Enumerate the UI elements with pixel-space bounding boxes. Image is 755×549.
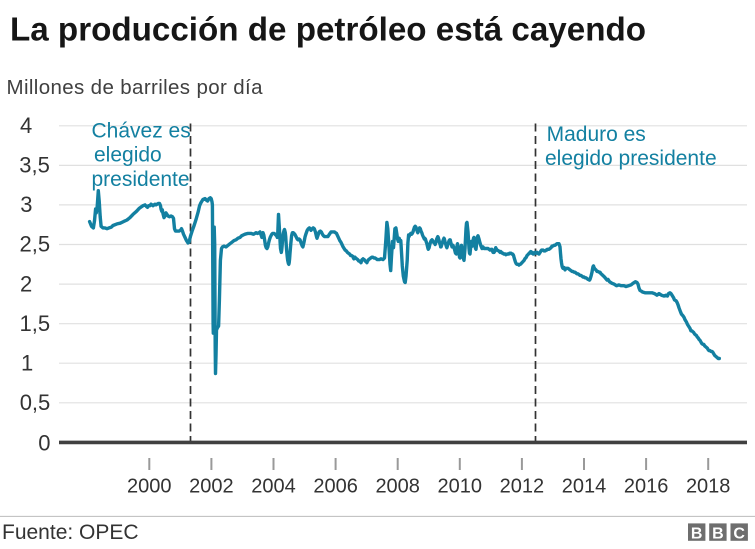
svg-text:2014: 2014	[562, 476, 607, 498]
svg-text:B: B	[712, 525, 724, 542]
svg-text:1,5: 1,5	[20, 311, 51, 336]
svg-text:Maduro es: Maduro es	[547, 123, 646, 146]
svg-text:2000: 2000	[127, 476, 172, 498]
svg-text:2,5: 2,5	[20, 232, 51, 257]
svg-text:C: C	[733, 525, 745, 542]
svg-text:Fuente: OPEC: Fuente: OPEC	[2, 521, 139, 544]
svg-text:2018: 2018	[686, 476, 731, 498]
svg-text:B: B	[691, 525, 703, 542]
svg-text:2: 2	[20, 271, 32, 296]
svg-text:2010: 2010	[438, 476, 483, 498]
svg-text:Chávez es: Chávez es	[92, 119, 191, 142]
svg-text:elegido: elegido	[94, 144, 162, 167]
svg-text:4: 4	[20, 113, 32, 138]
svg-text:2004: 2004	[251, 476, 296, 498]
svg-text:presidente: presidente	[92, 168, 190, 191]
svg-text:3: 3	[20, 192, 32, 217]
svg-text:0: 0	[38, 430, 50, 455]
svg-text:0,5: 0,5	[20, 390, 51, 415]
svg-text:1: 1	[21, 351, 33, 376]
svg-text:2002: 2002	[189, 476, 234, 498]
svg-text:elegido presidente: elegido presidente	[545, 147, 717, 170]
svg-text:2008: 2008	[375, 476, 420, 498]
svg-text:2016: 2016	[624, 476, 669, 498]
svg-text:2012: 2012	[500, 476, 545, 498]
svg-text:2006: 2006	[313, 476, 358, 498]
svg-text:La producción de petróleo está: La producción de petróleo está cayendo	[10, 11, 646, 48]
svg-text:Millones de barriles por día: Millones de barriles por día	[7, 76, 264, 99]
svg-text:3,5: 3,5	[19, 152, 50, 177]
